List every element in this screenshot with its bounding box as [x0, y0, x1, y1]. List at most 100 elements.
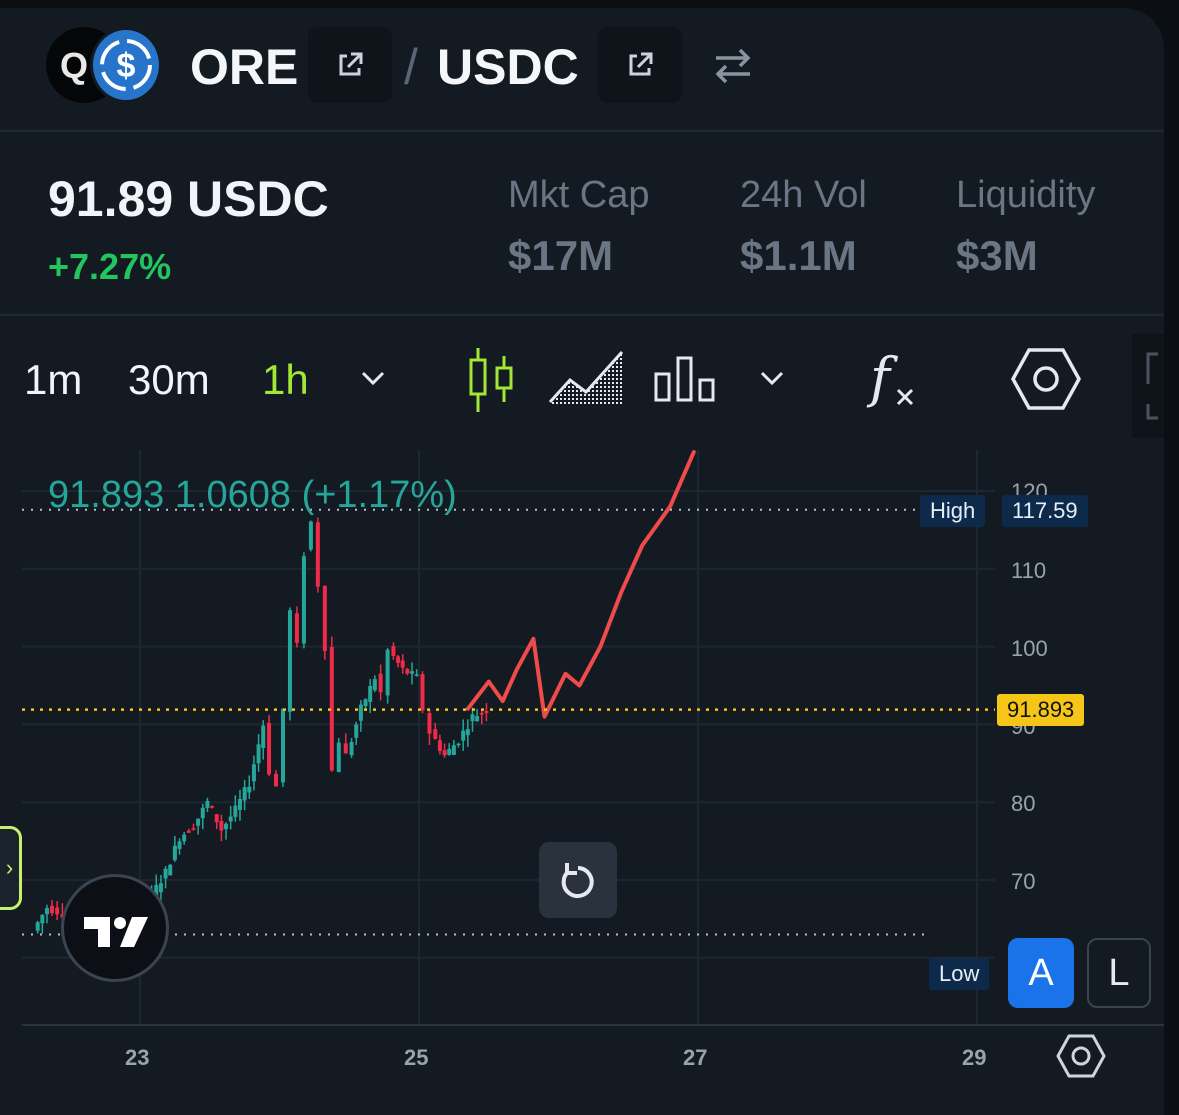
- candle-body: [475, 716, 480, 722]
- x-tick-29: 29: [962, 1045, 987, 1070]
- chart-panel: [0, 8, 1164, 1115]
- base-token-symbol: ORE: [190, 39, 299, 95]
- stat-label-liquidity: Liquidity: [956, 174, 1096, 216]
- log-scale-button[interactable]: L: [1087, 938, 1151, 1008]
- candle-body: [49, 905, 54, 914]
- external-link-icon: [339, 52, 363, 76]
- external-link-button-quote[interactable]: [598, 27, 682, 103]
- candle-body: [461, 730, 466, 741]
- current-price-tag: 91.893: [997, 694, 1085, 726]
- candle-body: [433, 729, 438, 739]
- candle-body: [55, 907, 60, 915]
- candle-body: [224, 823, 229, 830]
- external-link-button-base[interactable]: [308, 27, 392, 103]
- candle-body: [287, 610, 292, 712]
- candle-body: [274, 773, 279, 787]
- candle-body: [172, 845, 177, 861]
- chevron-right-icon: ›: [5, 855, 14, 880]
- external-link-icon: [629, 52, 653, 76]
- candle-body: [358, 704, 363, 721]
- candle-body: [45, 908, 49, 915]
- candle-body: [308, 521, 313, 550]
- usdc-dollar-icon: $: [90, 27, 162, 103]
- candle-body: [294, 613, 299, 643]
- settings-hex-icon[interactable]: [1010, 346, 1082, 417]
- candle-body: [280, 708, 285, 783]
- candles: [35, 517, 489, 943]
- stat-label-mkt-cap: Mkt Cap: [508, 174, 650, 216]
- candle-body: [219, 820, 224, 831]
- chevron-down-icon[interactable]: [757, 366, 787, 395]
- high-value-tag: 117.59: [1002, 495, 1088, 527]
- candle-body: [242, 787, 247, 801]
- toolbar-overflow[interactable]: [1132, 334, 1164, 438]
- reset-chart-button[interactable]: [539, 842, 617, 918]
- candle-body: [191, 828, 196, 830]
- candle-body: [315, 522, 320, 587]
- candle-body: [35, 922, 40, 931]
- candle-body: [336, 742, 341, 772]
- pair-separator: /: [404, 39, 418, 95]
- candle-body: [256, 744, 261, 764]
- x-tick-27: 27: [683, 1045, 708, 1070]
- candle-body: [177, 841, 182, 849]
- expand-sidebar-button[interactable]: ›: [0, 826, 22, 910]
- candle-body: [465, 729, 470, 736]
- candle-body: [427, 713, 432, 734]
- indicators-fx-icon[interactable]: f: [866, 346, 922, 415]
- auto-scale-button[interactable]: A: [1008, 938, 1074, 1008]
- y-tick-100: 100: [1011, 636, 1048, 661]
- candle-body: [247, 786, 252, 793]
- candle-body: [182, 834, 187, 842]
- candle-body: [385, 649, 390, 696]
- candle-body: [210, 806, 215, 808]
- bar-chart-icon[interactable]: [652, 354, 718, 407]
- low-label-tag: Low: [929, 958, 990, 990]
- timeframe-1m[interactable]: 1m: [24, 356, 83, 403]
- candle-body: [205, 800, 210, 808]
- candle-body: [40, 914, 45, 924]
- svg-text:$: $: [117, 47, 136, 85]
- y-tick-80: 80: [1011, 791, 1036, 816]
- candle-body: [447, 748, 452, 755]
- candle-body: [267, 722, 272, 775]
- candle-body: [349, 742, 354, 756]
- candle-body: [154, 885, 159, 900]
- candle-body: [405, 668, 410, 674]
- candle-body: [420, 674, 425, 711]
- price-change-percent: +7.27%: [48, 246, 172, 287]
- current-price: 91.89 USDC: [48, 171, 329, 227]
- candlestick-icon[interactable]: [466, 346, 518, 419]
- candle-body: [378, 673, 383, 693]
- candle-body: [391, 646, 396, 656]
- candle-body: [400, 660, 405, 668]
- candle-body: [363, 699, 368, 707]
- candle-body: [168, 864, 173, 876]
- y-tick-70: 70: [1011, 869, 1036, 894]
- timeframe-1h[interactable]: 1h: [262, 356, 309, 403]
- x-tick-25: 25: [404, 1045, 429, 1070]
- candle-body: [343, 743, 348, 754]
- candle-body: [214, 814, 219, 823]
- stat-label-24h-vol: 24h Vol: [740, 174, 867, 216]
- candle-body: [233, 805, 238, 817]
- candle-body: [372, 679, 377, 691]
- stat-value-mkt-cap: $17M: [508, 232, 614, 279]
- chevron-down-icon[interactable]: [358, 366, 388, 395]
- candle-body: [368, 686, 373, 702]
- candle-body: [261, 725, 266, 749]
- price-chart[interactable]: [0, 430, 1164, 1080]
- candle-body: [322, 585, 327, 652]
- swap-arrows-icon[interactable]: [712, 46, 754, 91]
- x-tick-23: 23: [125, 1045, 150, 1070]
- tradingview-logo[interactable]: [61, 874, 169, 982]
- candle-body: [470, 714, 475, 722]
- chart-settings-icon[interactable]: [1055, 1032, 1107, 1085]
- ohlc-legend: 91.893 1.0608 (+1.17%): [48, 474, 457, 516]
- candle-body: [437, 740, 442, 751]
- chart-grid: [22, 450, 1164, 1026]
- timeframe-30m[interactable]: 30m: [128, 356, 210, 403]
- candle-body: [414, 674, 419, 676]
- high-label-tag: High: [920, 495, 986, 527]
- area-chart-icon[interactable]: [548, 346, 626, 411]
